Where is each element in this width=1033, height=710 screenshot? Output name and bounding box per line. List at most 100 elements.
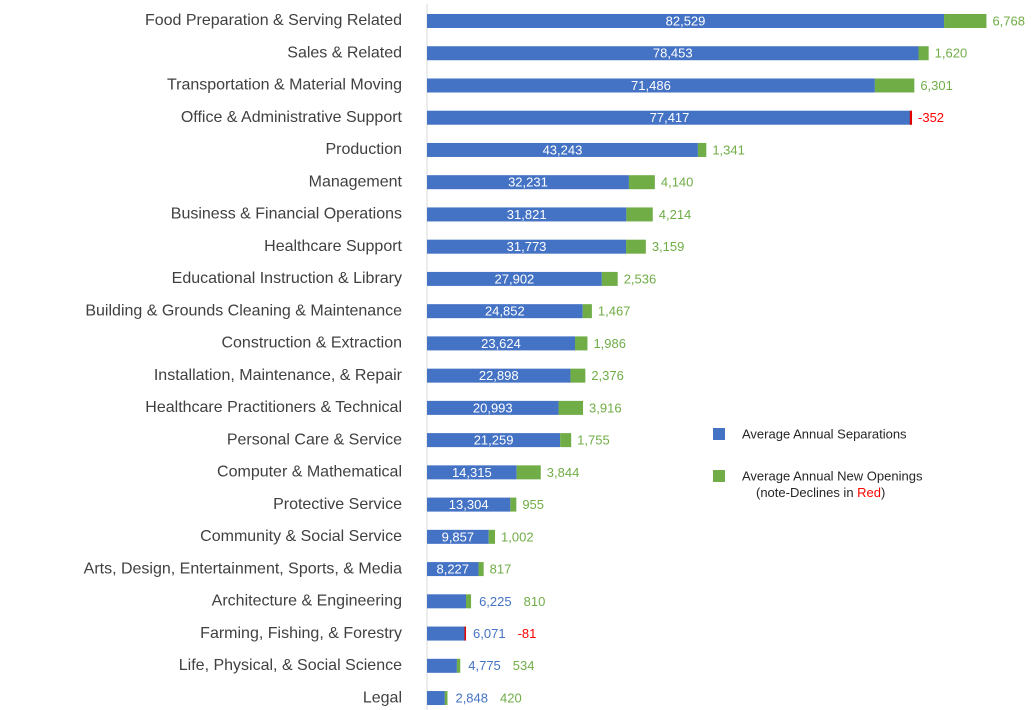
category-label: Protective Service <box>273 496 402 513</box>
bar <box>628 175 655 190</box>
bar <box>427 46 919 61</box>
bar <box>427 691 445 706</box>
data-label: 20,993 <box>473 400 513 415</box>
bar <box>510 497 517 512</box>
bar <box>427 304 583 319</box>
data-label: 534 <box>513 658 535 673</box>
bar <box>516 465 541 480</box>
data-label: 3,844 <box>547 465 580 480</box>
data-label: 14,315 <box>452 465 492 480</box>
legend-label: Average Annual Separations <box>742 426 907 441</box>
data-label: 13,304 <box>449 497 489 512</box>
legend-note-part: Red <box>857 485 881 500</box>
data-label: 6,071 <box>473 626 506 641</box>
data-label: 6,301 <box>920 78 953 93</box>
bar <box>427 207 627 222</box>
category-label: Personal Care & Service <box>227 431 402 448</box>
data-label: 1,467 <box>598 304 631 319</box>
data-label: 9,857 <box>442 529 475 544</box>
data-label: 1,620 <box>935 46 968 61</box>
category-label: Transportation & Material Moving <box>167 77 402 94</box>
data-label: -81 <box>518 626 537 641</box>
data-label: 2,848 <box>455 690 488 705</box>
bar <box>488 529 496 544</box>
category-label: Business & Financial Operations <box>171 206 402 223</box>
bar <box>427 562 479 577</box>
bar <box>427 465 517 480</box>
bar <box>427 594 466 609</box>
data-label: 1,002 <box>501 529 534 544</box>
data-label: 817 <box>490 562 512 577</box>
bar <box>582 304 592 319</box>
legend-note: (note-Declines in Red) <box>756 485 885 500</box>
bar <box>427 78 875 93</box>
data-label: 2,536 <box>624 271 657 286</box>
category-label: Installation, Maintenance, & Repair <box>154 367 403 384</box>
bar <box>626 239 646 254</box>
data-label: 31,821 <box>507 207 547 222</box>
category-label: Building & Grounds Cleaning & Maintenanc… <box>85 302 402 319</box>
data-label: 6,768 <box>992 13 1025 28</box>
bar <box>427 529 489 544</box>
bar <box>909 110 913 125</box>
bar <box>558 400 584 415</box>
bar <box>427 239 627 254</box>
bar <box>464 626 467 641</box>
data-label: 1,986 <box>593 336 626 351</box>
data-label: 420 <box>500 690 522 705</box>
category-label: Arts, Design, Entertainment, Sports, & M… <box>84 560 402 577</box>
category-label: Farming, Fishing, & Forestry <box>200 625 402 642</box>
data-label: 43,243 <box>543 142 583 157</box>
legend-note-part: (note-Declines in <box>756 485 857 500</box>
category-label: Healthcare Support <box>264 238 402 255</box>
bar <box>601 271 618 286</box>
data-label: 22,898 <box>479 368 519 383</box>
category-label: Legal <box>363 689 402 706</box>
bar <box>427 336 576 351</box>
category-label: Construction & Extraction <box>221 335 402 352</box>
data-label: 955 <box>522 497 544 512</box>
category-label: Food Preparation & Serving Related <box>145 12 402 29</box>
data-label: 1,341 <box>712 142 745 157</box>
data-label: 78,453 <box>653 46 693 61</box>
bar <box>570 368 586 383</box>
data-label: 31,773 <box>507 239 547 254</box>
data-label: 82,529 <box>666 13 706 28</box>
category-label: Sales & Related <box>287 44 402 61</box>
data-label: 32,231 <box>508 175 548 190</box>
legend-swatch <box>713 470 725 482</box>
bar <box>427 271 602 286</box>
bar <box>427 110 913 125</box>
bar <box>456 658 461 673</box>
bar <box>427 626 466 641</box>
bar <box>427 14 945 28</box>
data-label: 3,916 <box>589 400 622 415</box>
category-label: Life, Physical, & Social Science <box>179 657 402 674</box>
bar <box>427 433 561 448</box>
bar <box>427 142 698 157</box>
data-label: 77,417 <box>650 110 690 125</box>
data-label: 24,852 <box>485 304 525 319</box>
bar <box>427 400 559 415</box>
data-label: 4,775 <box>468 658 501 673</box>
bar <box>575 336 588 351</box>
category-label: Architecture & Engineering <box>212 593 402 610</box>
bar <box>465 594 472 609</box>
data-label: 4,214 <box>659 207 692 222</box>
bar <box>427 658 457 673</box>
data-label: 71,486 <box>631 78 671 93</box>
data-label: 1,755 <box>577 433 610 448</box>
category-label: Healthcare Practitioners & Technical <box>145 399 402 416</box>
data-label: 27,902 <box>495 271 535 286</box>
category-label: Educational Instruction & Library <box>172 270 402 287</box>
bar <box>697 142 707 157</box>
bar <box>427 175 629 190</box>
bar <box>874 78 915 93</box>
data-label: 6,225 <box>479 594 512 609</box>
data-label: 2,376 <box>591 368 624 383</box>
data-label: -352 <box>918 110 944 125</box>
bar <box>560 433 572 448</box>
data-label: 21,259 <box>474 433 514 448</box>
category-label: Computer & Mathematical <box>217 464 402 481</box>
